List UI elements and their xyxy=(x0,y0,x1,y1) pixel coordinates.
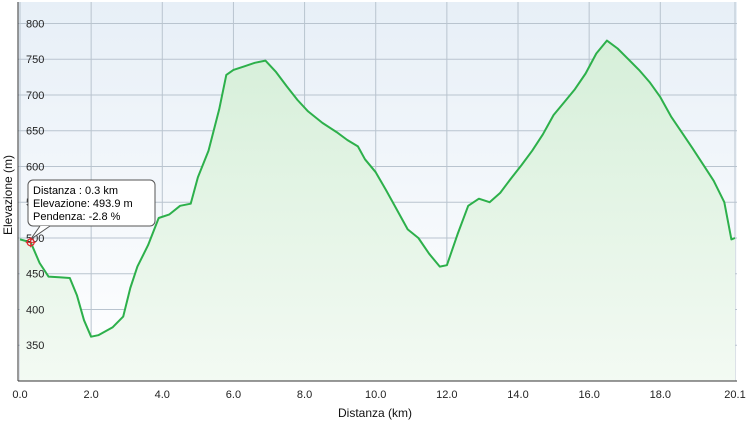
x-tick-label: 0.0 xyxy=(12,389,27,401)
elevation-line xyxy=(19,39,736,338)
tooltip-slope: Pendenza: -2.8 % xyxy=(33,211,121,223)
y-tick-label: 600 xyxy=(26,161,44,173)
y-tick-label: 800 xyxy=(26,18,44,30)
axes xyxy=(17,2,737,382)
x-tick-label: 12.0 xyxy=(436,389,457,401)
x-tick-label: 4.0 xyxy=(155,389,170,401)
tick-labels: 3504004505005506006507007508000.02.04.06… xyxy=(12,18,745,401)
x-tick-label: 8.0 xyxy=(297,389,312,401)
y-tick-label: 700 xyxy=(26,90,44,102)
hover-marker-layer xyxy=(25,225,51,248)
y-tick-label: 650 xyxy=(26,126,44,138)
x-tick-label: 18.0 xyxy=(650,389,671,401)
tooltip-elevation: Elevazione: 493.9 m xyxy=(33,198,133,210)
y-tick-label: 400 xyxy=(26,304,44,316)
y-axis-title: Elevazione (m) xyxy=(1,155,15,235)
data-area-layer xyxy=(19,39,736,381)
x-axis-title: Distanza (km) xyxy=(338,406,412,420)
tooltip-box xyxy=(27,179,156,227)
elevation-area-fill xyxy=(20,40,735,381)
x-tick-label: 20.1 xyxy=(724,389,745,401)
y-tick-label: 350 xyxy=(26,340,44,352)
x-tick-label: 14.0 xyxy=(507,389,528,401)
tooltip: Distanza : 0.3 km Elevazione: 493.9 m Pe… xyxy=(27,179,156,227)
x-tick-label: 6.0 xyxy=(226,389,241,401)
y-tick-label: 450 xyxy=(26,269,44,281)
y-tick-label: 750 xyxy=(26,54,44,66)
x-tick-label: 2.0 xyxy=(83,389,98,401)
x-tick-label: 16.0 xyxy=(578,389,599,401)
tooltip-distance: Distanza : 0.3 km xyxy=(33,185,118,197)
x-tick-label: 10.0 xyxy=(365,389,386,401)
